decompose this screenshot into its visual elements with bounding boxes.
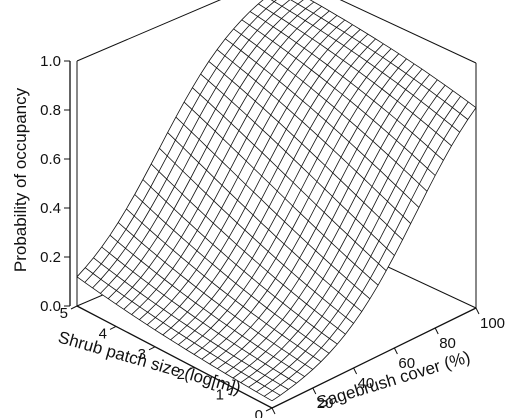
- surface-gridline-y-6: [224, 74, 431, 374]
- surface-gridline-y-9: [201, 58, 407, 360]
- y-axis-line: [76, 305, 273, 409]
- z-tick-label-5: 1.0: [40, 53, 61, 70]
- z-tick-label-3: 0.6: [40, 151, 61, 168]
- surface-gridline-y-5: [232, 79, 438, 379]
- surface-gridline-y-8: [209, 63, 415, 365]
- x-tick-label-2: 40: [358, 375, 375, 392]
- surface-gridline-y-1: [263, 101, 469, 397]
- frame-top-right-edge: [339, 0, 477, 64]
- y-tick-label-4: 4: [99, 325, 107, 342]
- surface-gridline-x-10: [159, 148, 354, 324]
- surface-gridline-y-10: [193, 53, 400, 355]
- surface-gridline-x-20: [241, 19, 436, 176]
- surface-gridline-y-13: [170, 38, 376, 341]
- surface-gridline-x-4: [109, 234, 305, 377]
- surface-gridline-x-12: [175, 116, 371, 300]
- surface-gridline-x-24: [290, 0, 469, 120]
- surface-gridline-y-3: [248, 90, 454, 388]
- surface-gridline-y-15: [154, 29, 361, 331]
- surface-gridline-y-16: [146, 24, 353, 326]
- x-tick-0: [271, 407, 276, 415]
- y-tick-3: [148, 346, 156, 351]
- surface-gridline-x-1: [84, 267, 281, 396]
- surface-gridline-y-17: [139, 19, 346, 320]
- y-tick-1: [226, 387, 234, 392]
- x-tick-4: [434, 327, 439, 335]
- surface-gridline-y-20: [115, 6, 322, 305]
- axes: 0.0 0.2 0.4 0.6 0.8 1.0 0 20 40 60 80 100 0 1 2 3 4 5: [40, 53, 505, 418]
- surface-gridline-y-2: [256, 96, 461, 393]
- surface-gridline-x-16: [208, 61, 403, 240]
- surface-gridline-x-23: [270, 0, 460, 133]
- surface-gridline-y-21: [107, 1, 315, 299]
- x-tick-2: [353, 367, 358, 375]
- surface-gridline-y-14: [162, 33, 369, 336]
- surface-gridline-y-18: [131, 15, 338, 315]
- surface-gridline-x-14: [192, 87, 387, 271]
- x-axis-title: Sagebrush cover (%): [314, 347, 472, 412]
- x-tick-label-3: 60: [398, 355, 415, 372]
- x-tick-3: [393, 347, 398, 355]
- z-axis-title: Probability of occupancy: [11, 87, 30, 272]
- x-tick-label-4: 80: [439, 335, 456, 352]
- y-tick-5: [70, 305, 78, 310]
- surface-gridline-x-15: [200, 73, 395, 256]
- surface-gridline-x-5: [117, 222, 314, 370]
- x-tick-label-5: 100: [480, 315, 505, 332]
- surface-gridline-x-3: [101, 246, 297, 384]
- surface-gridline-x-11: [167, 132, 363, 312]
- surface-gridline-y-12: [178, 43, 384, 346]
- y-tick-4: [109, 325, 117, 330]
- surface-gridline-x-17: [216, 49, 411, 224]
- surface-gridline-x-9: [150, 163, 346, 335]
- surface-gridline-y-0: [271, 107, 477, 402]
- y-tick-label-3: 3: [138, 346, 146, 363]
- z-tick-label-4: 0.8: [40, 102, 61, 119]
- surface-gridline-y-4: [240, 84, 446, 383]
- z-tick-label-0: 0.0: [40, 298, 61, 315]
- surface-gridline-y-23: [92, 0, 291, 289]
- surface-gridline-y-7: [217, 68, 423, 370]
- surface-gridline-y-24: [84, 0, 277, 283]
- y-tick-label-1: 1: [216, 387, 224, 404]
- surface-gridline-x-18: [225, 38, 420, 208]
- frame-top-left-edge: [76, 0, 222, 62]
- z-tick-label-2: 0.4: [40, 200, 61, 217]
- surface-gridline-x-0: [76, 276, 273, 402]
- surface-gridline-y-25: [76, 0, 264, 278]
- y-tick-0: [265, 407, 273, 412]
- x-tick-label-0: 0: [276, 415, 284, 418]
- surface-gridline-x-21: [249, 11, 444, 161]
- surface-gridline-x-8: [142, 179, 338, 345]
- y-tick-label-5: 5: [60, 305, 68, 322]
- y-tick-label-2: 2: [177, 366, 185, 383]
- y-tick-2: [187, 366, 195, 371]
- surface-gridline-y-11: [185, 48, 392, 350]
- y-tick-label-0: 0: [255, 407, 263, 418]
- surface-gridline-x-13: [183, 101, 379, 286]
- x-axis-line: [271, 307, 477, 409]
- surface-gridline-x-25: [309, 0, 477, 109]
- x-tick-5: [475, 307, 480, 315]
- surface-gridline-x-19: [233, 28, 428, 192]
- probability-surface: [76, 0, 477, 402]
- x-tick-1: [312, 387, 317, 395]
- surface-gridline-y-19: [123, 10, 330, 310]
- surface-gridline-x-6: [126, 208, 322, 363]
- surface-gridline-x-22: [258, 3, 452, 147]
- surface-gridline-x-7: [134, 194, 330, 354]
- z-tick-label-1: 0.2: [40, 249, 61, 266]
- surface-fill: [77, 0, 476, 401]
- surface-gridline-x-2: [93, 257, 289, 390]
- surface-gridline-y-22: [100, 0, 304, 294]
- x-tick-label-1: 20: [317, 395, 334, 412]
